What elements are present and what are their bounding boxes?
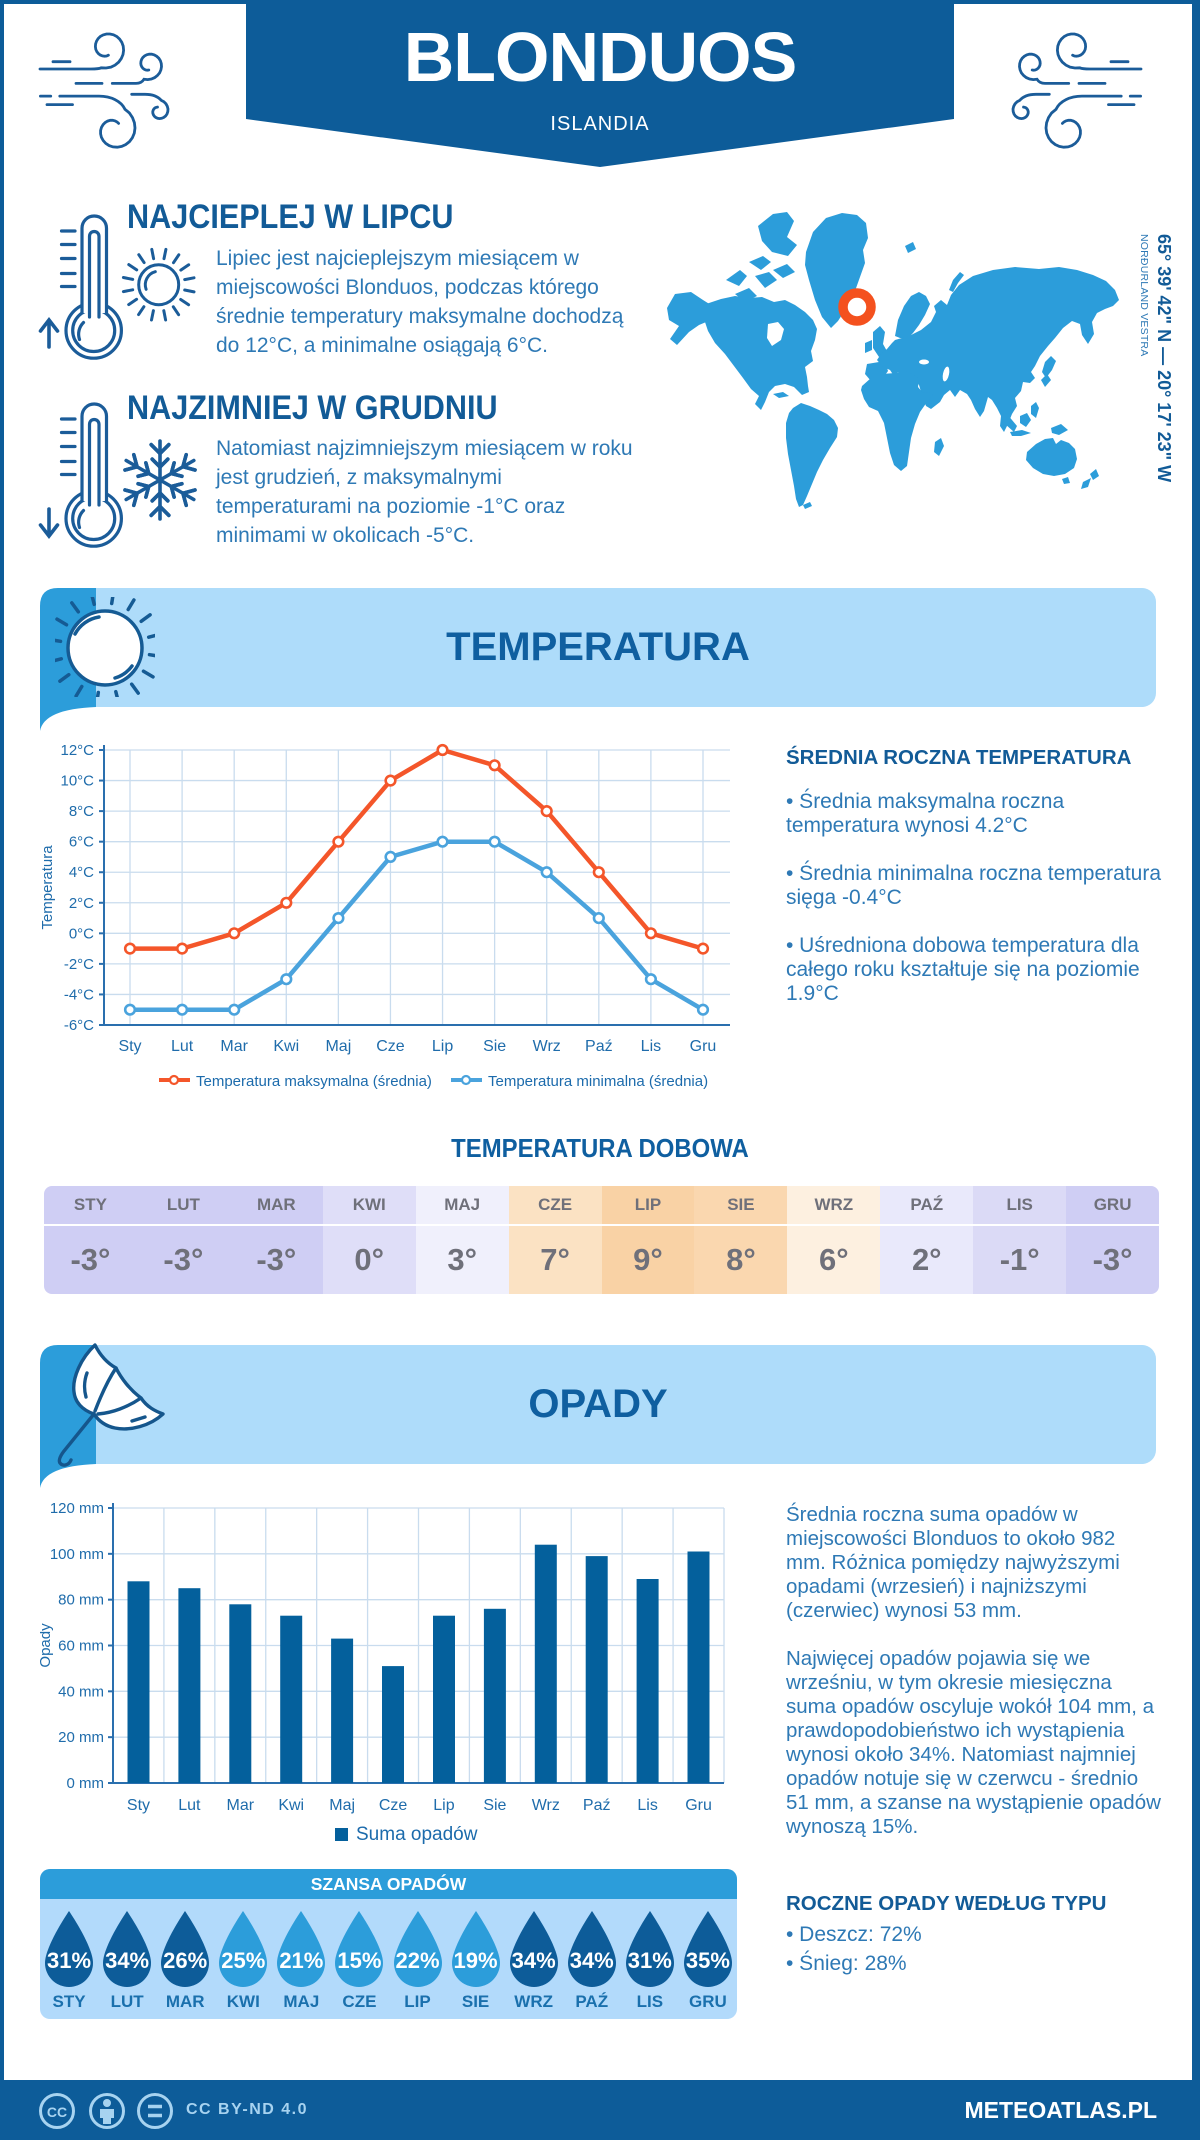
svg-text:2°C: 2°C	[69, 895, 94, 912]
svg-text:120 mm: 120 mm	[50, 1500, 104, 1517]
svg-text:6°C: 6°C	[69, 834, 94, 851]
svg-text:Lip: Lip	[432, 1038, 453, 1055]
svg-text:Sty: Sty	[118, 1038, 141, 1055]
svg-text:Kwi: Kwi	[278, 1797, 304, 1814]
svg-text:-6°C: -6°C	[64, 1017, 94, 1034]
svg-text:Wrz: Wrz	[533, 1038, 561, 1055]
svg-text:Gru: Gru	[685, 1797, 712, 1814]
svg-text:Sie: Sie	[483, 1797, 506, 1814]
svg-text:Maj: Maj	[325, 1038, 351, 1055]
svg-text:Lis: Lis	[641, 1038, 661, 1055]
svg-text:Cze: Cze	[379, 1797, 408, 1814]
svg-text:Temperatura maksymalna (średni: Temperatura maksymalna (średnia)	[196, 1073, 432, 1090]
svg-text:Temperatura minimalna (średnia: Temperatura minimalna (średnia)	[488, 1073, 708, 1090]
svg-text:Mar: Mar	[227, 1797, 255, 1814]
svg-text:Lis: Lis	[637, 1797, 657, 1814]
svg-text:20 mm: 20 mm	[58, 1729, 104, 1746]
svg-text:Sie: Sie	[483, 1038, 506, 1055]
svg-text:60 mm: 60 mm	[58, 1638, 104, 1655]
svg-text:80 mm: 80 mm	[58, 1592, 104, 1609]
svg-text:0 mm: 0 mm	[67, 1775, 105, 1792]
svg-text:12°C: 12°C	[60, 742, 94, 759]
svg-text:Cze: Cze	[376, 1038, 405, 1055]
svg-text:0°C: 0°C	[69, 925, 94, 942]
svg-text:8°C: 8°C	[69, 803, 94, 820]
svg-text:Mar: Mar	[220, 1038, 248, 1055]
svg-text:-2°C: -2°C	[64, 956, 94, 973]
svg-text:Opady: Opady	[40, 1623, 54, 1668]
svg-text:Lip: Lip	[433, 1797, 454, 1814]
svg-text:Lut: Lut	[178, 1797, 201, 1814]
svg-text:40 mm: 40 mm	[58, 1683, 104, 1700]
svg-text:-4°C: -4°C	[64, 986, 94, 1003]
svg-text:Maj: Maj	[329, 1797, 355, 1814]
svg-text:4°C: 4°C	[69, 864, 94, 881]
svg-text:Wrz: Wrz	[532, 1797, 560, 1814]
svg-text:Temperatura: Temperatura	[40, 845, 56, 930]
svg-text:Lut: Lut	[171, 1038, 194, 1055]
svg-text:Paź: Paź	[585, 1038, 613, 1055]
svg-text:Gru: Gru	[690, 1038, 717, 1055]
svg-text:Kwi: Kwi	[273, 1038, 299, 1055]
svg-text:Paź: Paź	[583, 1797, 611, 1814]
svg-text:100 mm: 100 mm	[50, 1546, 104, 1563]
svg-text:CC: CC	[47, 2104, 67, 2120]
svg-text:Suma opadów: Suma opadów	[356, 1824, 478, 1845]
svg-text:Sty: Sty	[127, 1797, 150, 1814]
svg-text:10°C: 10°C	[60, 773, 94, 790]
